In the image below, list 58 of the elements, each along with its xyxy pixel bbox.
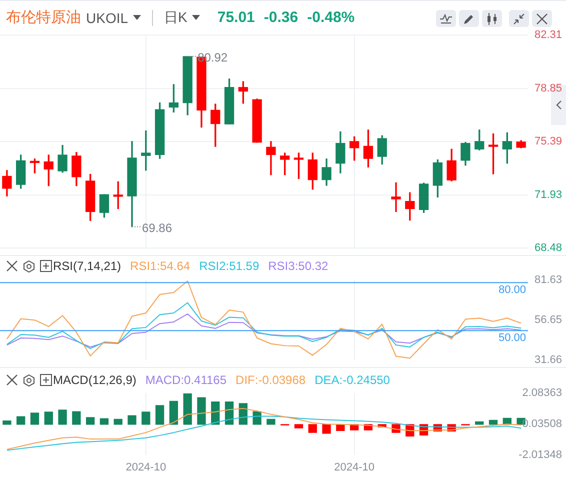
annotation: 80.92 [198,50,228,65]
text: RSI3:50.32 [268,259,328,273]
bar [169,400,178,425]
bar [294,424,304,428]
text: DEA:-0.24550 [314,373,390,387]
bar [308,424,317,433]
bar [266,418,276,425]
ref-line-label: 50.00 [498,332,526,344]
chart-title: MACD(12,26,9) [53,373,136,387]
y-tick-label: 75.39 [534,136,562,148]
bar [488,420,498,425]
bar [86,417,95,425]
bar [44,412,53,425]
y-tick-label: 82.31 [534,29,562,42]
candlestick [266,141,276,176]
ref-line-label: 80.00 [498,284,526,296]
text: 75.01 [217,9,255,26]
chart-subtitle: UKOIL [86,10,128,26]
bar [475,421,484,425]
bar [197,397,206,425]
bar [142,412,150,425]
bar [30,412,40,425]
x-tick-label: 2024-10 [334,461,375,474]
x-tick-label: 2024-10 [126,461,166,474]
chart-title: RSI(7,14,21) [53,259,122,273]
bar [114,418,122,425]
y-tick-label: 78.85 [534,82,562,94]
bar [224,401,234,425]
bar [183,393,192,425]
y-tick-label: 68.48 [534,242,562,254]
y-tick-label: 56.65 [534,314,562,326]
y-tick-label: 81.63 [534,274,562,286]
bar [2,420,12,425]
bar [58,410,67,425]
series-label: DIF:-0.03968 [236,373,306,387]
bar [100,418,109,425]
y-tick-label: 0.03508 [522,418,562,430]
bar [211,401,220,425]
bar [128,415,136,425]
candlestick [391,182,401,212]
bar [322,424,331,434]
y-tick-label: -2.01348 [518,448,562,461]
annotation: 69.86 [142,221,172,236]
bar [155,405,164,425]
bar [238,403,248,425]
bar [16,416,26,425]
chart-title: 布伦特原油 [6,8,81,27]
text: -0.36 [264,9,298,26]
y-tick-label: 31.66 [534,354,562,366]
series-label: RSI1:54.64 [130,259,190,273]
y-tick-label: 2.08363 [522,387,562,400]
bar [72,411,81,425]
text: RSI2:51.59 [199,259,260,273]
text: -0.48% [307,9,355,26]
y-tick-label: 71.93 [534,188,562,201]
series-label: MACD:0.41165 [145,373,227,387]
text: 日K [164,8,188,26]
bar [252,411,262,425]
